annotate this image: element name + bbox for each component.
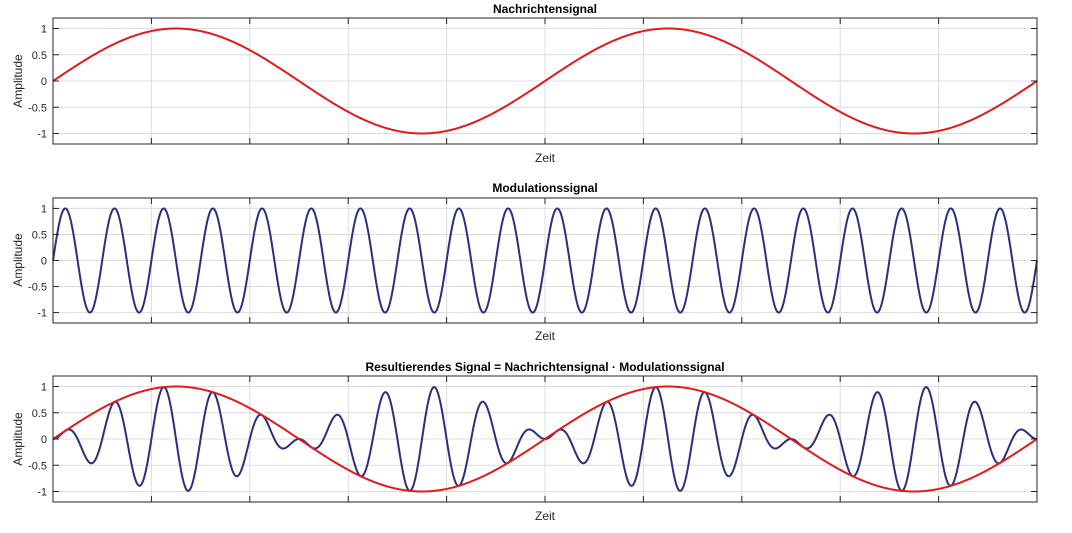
axes-box (52, 375, 1038, 503)
series-group (52, 207, 1038, 314)
y-tick-label: 0 (41, 434, 47, 446)
y-tick-label: -0.5 (28, 282, 47, 294)
chart-title: Modulationssignal (492, 181, 597, 195)
y-tick-label: 0.5 (32, 50, 47, 62)
y-axis-label: Amplitude (11, 54, 25, 108)
grid (53, 376, 1037, 502)
series-group (52, 27, 1038, 135)
y-tick-label: 1 (41, 203, 47, 215)
y-tick-label: -1 (37, 487, 47, 499)
y-axis-label: Amplitude (11, 412, 25, 466)
y-tick-label: -1 (37, 308, 47, 320)
axes-box (52, 197, 1038, 324)
series-group (52, 385, 1038, 493)
axes-box (52, 17, 1038, 145)
series-line (52, 385, 1038, 493)
y-tick-label: 0.5 (32, 229, 47, 241)
plot-nachrichtensignal: Nachrichtensignal 1 0.5 0 -0.5 -1 Zeit Ampli… (11, 2, 1038, 165)
y-tick-label: 0 (41, 256, 47, 268)
plot-modulationssignal: Modulationssignal 1 0.5 0 -0.5 -1 Zeit Ampli… (11, 181, 1038, 343)
series-line (52, 207, 1038, 314)
y-ticks: 1 0.5 0 -0.5 -1 (28, 18, 1037, 144)
y-ticks: 1 0.5 0 -0.5 -1 (28, 198, 1037, 323)
plot-resultierendes-signal: Resultierendes Signal = Nachrichtensigna… (11, 360, 1038, 523)
chart-title: Resultierendes Signal = Nachrichtensigna… (365, 360, 724, 374)
x-axis-label: Zeit (535, 329, 556, 343)
x-axis-label: Zeit (535, 509, 556, 523)
y-tick-label: 0.5 (32, 408, 47, 420)
y-tick-label: 1 (41, 382, 47, 394)
x-axis-label: Zeit (535, 151, 556, 165)
y-tick-label: -0.5 (28, 102, 47, 114)
chart-title: Nachrichtensignal (493, 2, 597, 16)
y-tick-label: -0.5 (28, 460, 47, 472)
y-tick-label: 1 (41, 24, 47, 36)
y-axis-label: Amplitude (11, 233, 25, 287)
y-tick-label: 0 (41, 76, 47, 88)
series-line (52, 27, 1038, 135)
y-tick-label: -1 (37, 129, 47, 141)
y-ticks: 1 0.5 0 -0.5 -1 (28, 376, 1037, 502)
grid (53, 18, 1037, 144)
